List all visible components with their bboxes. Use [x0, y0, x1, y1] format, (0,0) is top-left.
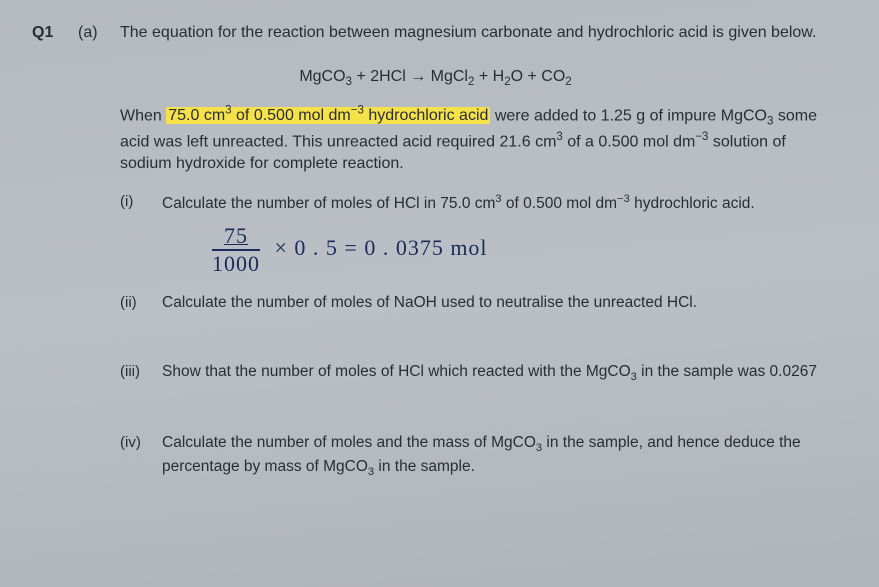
exam-page: Q1 (a) The equation for the reaction bet…	[0, 0, 879, 587]
part-label: (a)	[78, 22, 120, 58]
subpart-ii: (ii) Calculate the number of moles of Na…	[120, 293, 839, 314]
subpart-i: (i) Calculate the number of moles of HCl…	[120, 192, 839, 215]
question-number: Q1	[32, 22, 78, 58]
subpart-iii-label: (iii)	[120, 362, 162, 385]
paragraph-row: When 75.0 cm3 of 0.500 mol dm−3 hydrochl…	[32, 104, 839, 193]
subpart-i-text: Calculate the number of moles of HCl in …	[162, 192, 839, 215]
subpart-iv-label: (iv)	[120, 433, 162, 479]
highlighted-phrase: 75.0 cm3 of 0.500 mol dm−3 hydrochloric …	[166, 107, 490, 124]
para-prefix: When	[120, 107, 166, 124]
fraction-numerator: 75	[212, 225, 260, 251]
fraction-denominator: 1000	[212, 251, 260, 275]
subpart-iv: (iv) Calculate the number of moles and t…	[120, 433, 839, 479]
subpart-iv-text: Calculate the number of moles and the ma…	[162, 433, 839, 479]
subpart-ii-label: (ii)	[120, 293, 162, 314]
handwritten-rest: × 0 . 5 = 0 . 0375 mol	[275, 235, 488, 260]
subpart-iii: (iii) Show that the number of moles of H…	[120, 362, 839, 385]
handwritten-working: 75 1000 × 0 . 5 = 0 . 0375 mol	[212, 225, 839, 275]
subpart-ii-text: Calculate the number of moles of NaOH us…	[162, 293, 839, 314]
handwritten-fraction: 75 1000	[212, 225, 260, 275]
question-header-row: Q1 (a) The equation for the reaction bet…	[32, 22, 839, 58]
subpart-i-label: (i)	[120, 192, 162, 215]
subpart-iii-text: Show that the number of moles of HCl whi…	[162, 362, 839, 385]
intro-text: The equation for the reaction between ma…	[120, 22, 839, 44]
context-paragraph: When 75.0 cm3 of 0.500 mol dm−3 hydrochl…	[120, 104, 839, 175]
chemical-equation: MgCO3 + 2HCl → MgCl2 + H2O + CO2	[32, 68, 839, 88]
